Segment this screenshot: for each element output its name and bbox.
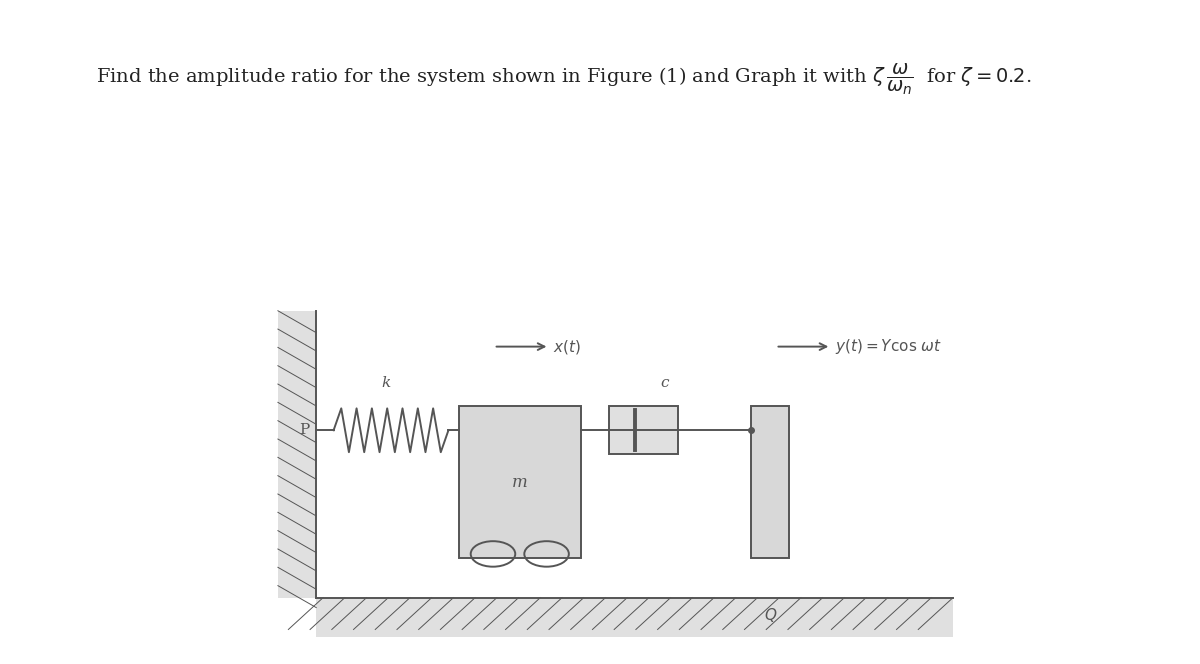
Bar (317, 598, 953, 637)
Text: k: k (382, 376, 390, 390)
Text: m: m (512, 473, 528, 491)
Text: P: P (299, 423, 310, 438)
Bar (458, 406, 581, 558)
Text: $x(t)$: $x(t)$ (553, 337, 581, 356)
Text: $y(t) = Y\cos\,\omega t$: $y(t) = Y\cos\,\omega t$ (835, 337, 942, 356)
Bar (608, 406, 678, 454)
Bar (751, 406, 790, 558)
Text: Find the amplitude ratio for the system shown in Figure (1) and Graph it with $\: Find the amplitude ratio for the system … (96, 62, 1032, 98)
Text: c: c (661, 376, 670, 390)
Text: $\mathit{Q}$: $\mathit{Q}$ (764, 606, 778, 623)
Bar (278, 311, 317, 598)
